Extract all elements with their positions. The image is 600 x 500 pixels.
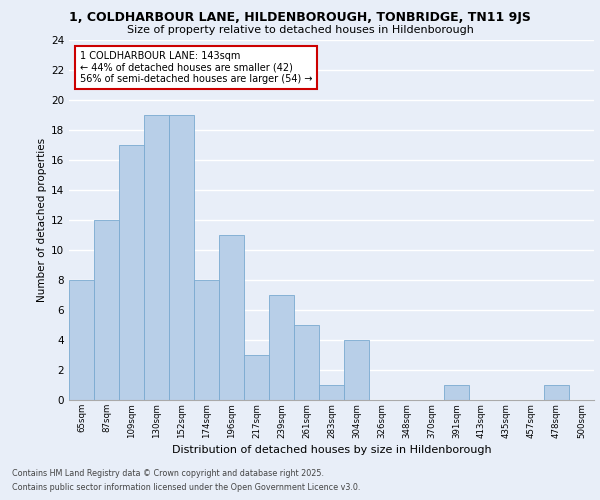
Bar <box>444 385 469 400</box>
Text: Contains HM Land Registry data © Crown copyright and database right 2025.: Contains HM Land Registry data © Crown c… <box>12 468 324 477</box>
Bar <box>219 235 244 400</box>
Bar <box>194 280 219 400</box>
Text: Size of property relative to detached houses in Hildenborough: Size of property relative to detached ho… <box>127 25 473 35</box>
Bar <box>269 295 294 400</box>
Bar <box>69 280 94 400</box>
X-axis label: Distribution of detached houses by size in Hildenborough: Distribution of detached houses by size … <box>172 444 491 454</box>
Bar <box>544 385 569 400</box>
Y-axis label: Number of detached properties: Number of detached properties <box>37 138 47 302</box>
Bar <box>294 325 319 400</box>
Bar <box>144 115 169 400</box>
Text: Contains public sector information licensed under the Open Government Licence v3: Contains public sector information licen… <box>12 484 361 492</box>
Text: 1, COLDHARBOUR LANE, HILDENBOROUGH, TONBRIDGE, TN11 9JS: 1, COLDHARBOUR LANE, HILDENBOROUGH, TONB… <box>69 11 531 24</box>
Bar <box>119 145 144 400</box>
Bar <box>344 340 369 400</box>
Bar <box>244 355 269 400</box>
Bar <box>169 115 194 400</box>
Text: 1 COLDHARBOUR LANE: 143sqm
← 44% of detached houses are smaller (42)
56% of semi: 1 COLDHARBOUR LANE: 143sqm ← 44% of deta… <box>79 51 312 84</box>
Bar <box>94 220 119 400</box>
Bar <box>319 385 344 400</box>
